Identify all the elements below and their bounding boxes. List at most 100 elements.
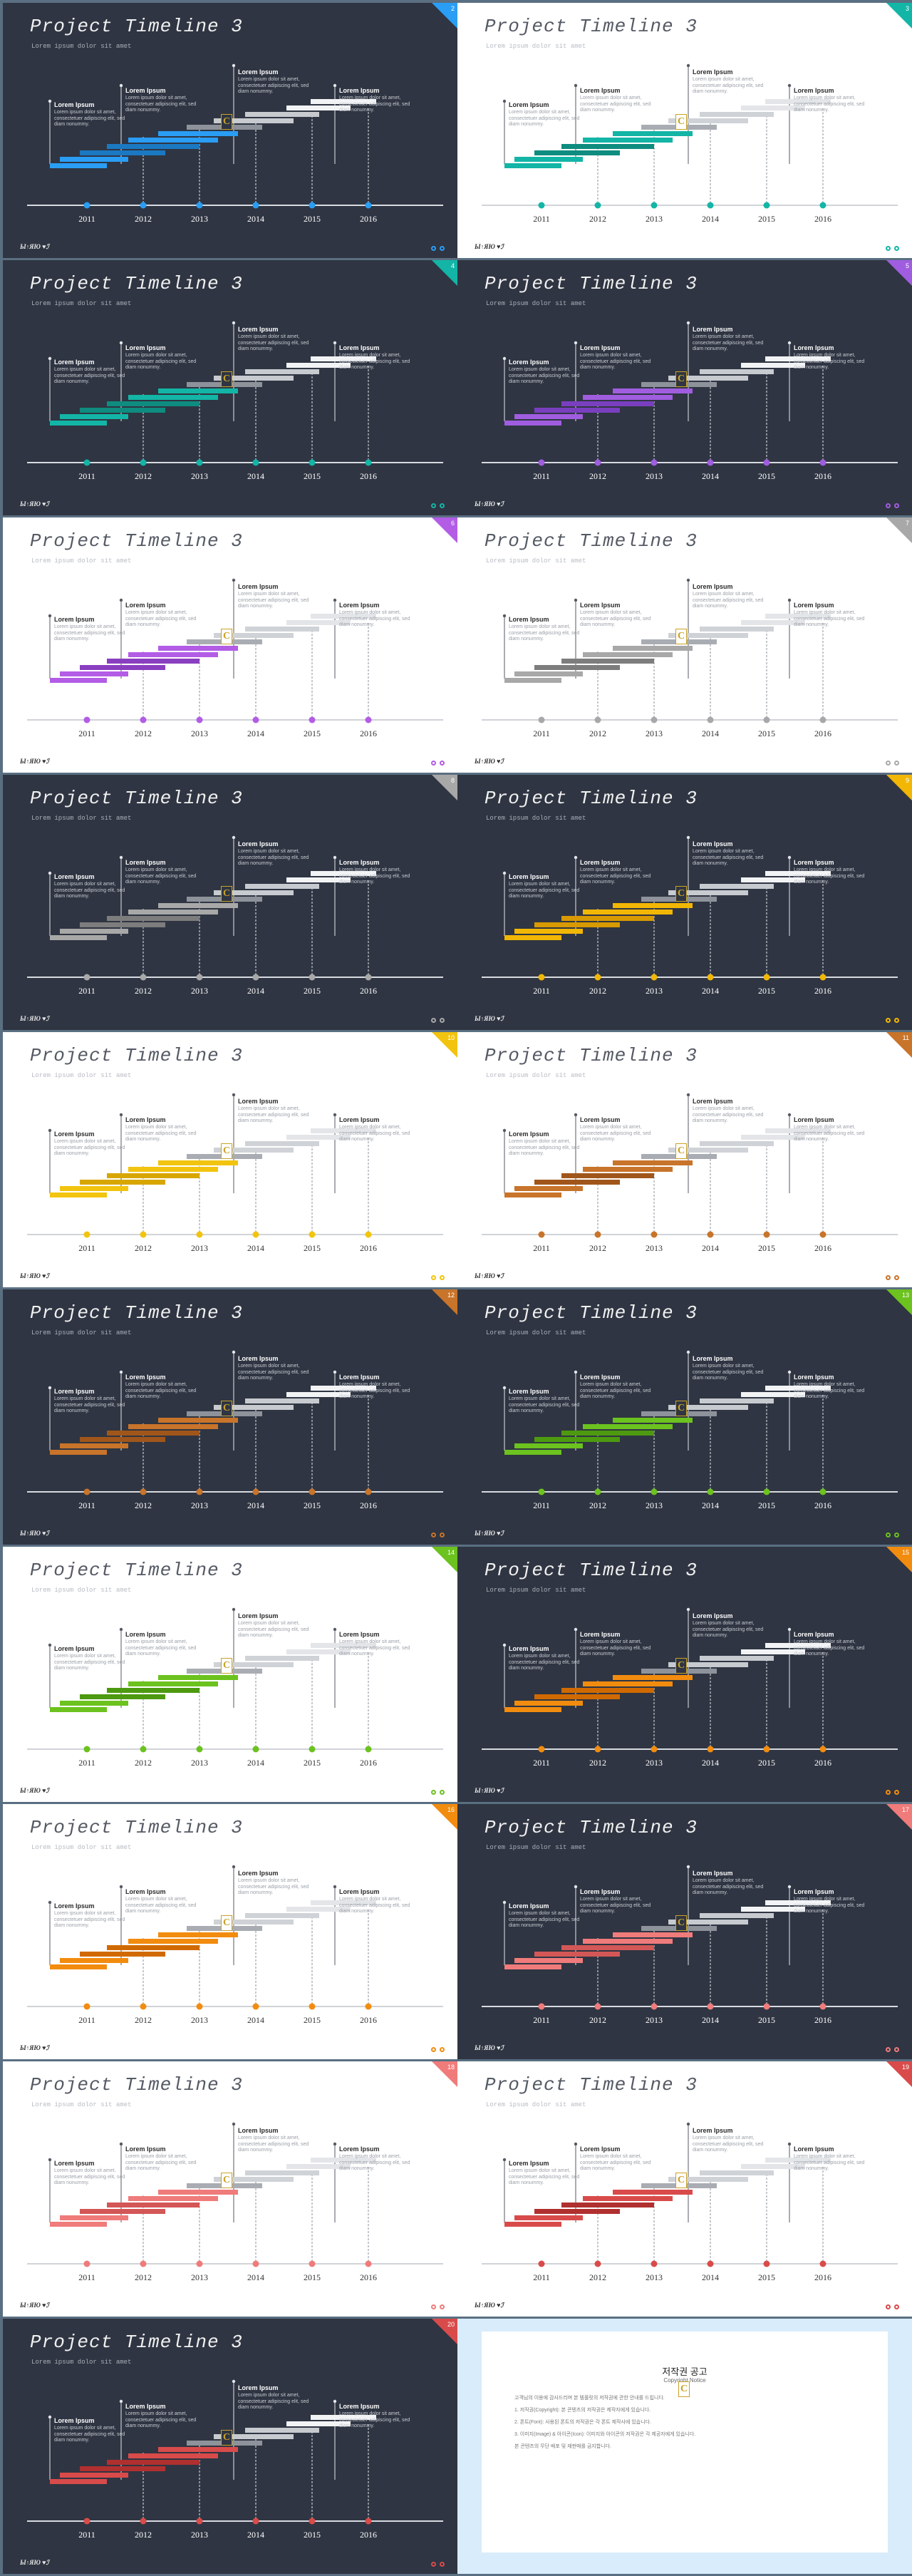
nav-dot[interactable] [431, 1275, 436, 1280]
year-marker [819, 1488, 826, 1495]
year-marker [252, 716, 259, 723]
slide-thumbnail-12[interactable]: Project Timeline 3 Lorem ipsum dolor sit… [3, 1289, 457, 1545]
slide-thumbnail-14[interactable]: Project Timeline 3 Lorem ipsum dolor sit… [3, 1547, 457, 1802]
nav-dot[interactable] [894, 2304, 899, 2309]
year-marker [83, 716, 90, 723]
slide-subtitle: Lorem ipsum dolor sit amet [31, 300, 132, 307]
gantt-bar [514, 157, 583, 162]
year-marker [196, 974, 203, 981]
footer-nav-dots [886, 246, 899, 251]
logo-badge: C [221, 1915, 232, 1931]
nav-dot[interactable] [431, 2047, 436, 2052]
callout-text: Lorem ipsum dolor sit amet, consectetuer… [794, 1382, 865, 1399]
nav-dot[interactable] [894, 503, 899, 508]
slide-thumbnail-4[interactable]: Project Timeline 3 Lorem ipsum dolor sit… [3, 260, 457, 515]
year-label: 2011 [533, 471, 550, 481]
slide-thumbnail-6[interactable]: Project Timeline 3 Lorem ipsum dolor sit… [3, 517, 457, 773]
nav-dot[interactable] [886, 246, 891, 251]
nav-dot[interactable] [431, 1790, 436, 1795]
nav-dot[interactable] [894, 761, 899, 766]
nav-dot[interactable] [431, 1018, 436, 1023]
nav-dot[interactable] [431, 2562, 436, 2567]
nav-dot[interactable] [886, 2304, 891, 2309]
gantt-bar [613, 1418, 693, 1423]
callout-box: Lorem Ipsum Lorem ipsum dolor sit amet, c… [54, 359, 125, 386]
nav-dot[interactable] [886, 1532, 891, 1537]
slide-number-corner [886, 2061, 912, 2087]
callout-text: Lorem ipsum dolor sit amet, consectetuer… [580, 1125, 651, 1142]
timeline-chart [27, 321, 443, 466]
gantt-bar [60, 414, 128, 419]
callout-pin [232, 321, 236, 325]
callout-heading: Lorem Ipsum [580, 1116, 621, 1123]
slide-thumbnail-2[interactable]: Project Timeline 3 Lorem ipsum dolor sit… [3, 3, 457, 258]
gantt-bar [60, 929, 128, 934]
nav-dot[interactable] [894, 1790, 899, 1795]
nav-dot[interactable] [440, 2562, 445, 2567]
gantt-bar [561, 659, 654, 664]
nav-dot[interactable] [886, 2047, 891, 2052]
nav-dot[interactable] [886, 1018, 891, 1023]
year-label: 2014 [702, 1758, 719, 1768]
nav-dot[interactable] [440, 2047, 445, 2052]
callout-heading: Lorem Ipsum [580, 1374, 621, 1381]
slide-thumbnail-20[interactable]: Project Timeline 3 Lorem ipsum dolor sit… [3, 2319, 457, 2574]
nav-dot[interactable] [431, 1532, 436, 1537]
nav-dot[interactable] [894, 2047, 899, 2052]
slide-thumbnail-11[interactable]: Project Timeline 3 Lorem ipsum dolor sit… [457, 1032, 912, 1287]
callout-text: Lorem ipsum dolor sit amet, consectetuer… [693, 334, 764, 351]
slide-thumbnail-10[interactable]: Project Timeline 3 Lorem ipsum dolor sit… [3, 1032, 457, 1287]
copyright-notice-slide[interactable]: 저작권 공고 Copyright Notice C 고객님의 이용에 감사드리며 본 … [457, 2319, 912, 2574]
year-marker [763, 459, 770, 466]
nav-dot[interactable] [440, 2304, 445, 2309]
year-marker [651, 202, 658, 209]
nav-dot[interactable] [431, 761, 436, 766]
slide-thumbnail-13[interactable]: Project Timeline 3 Lorem ipsum dolor sit… [457, 1289, 912, 1545]
gantt-bar [534, 1180, 620, 1185]
callout-pin [333, 1885, 337, 1889]
nav-dot[interactable] [431, 246, 436, 251]
nav-dot[interactable] [440, 761, 445, 766]
nav-dot[interactable] [431, 2304, 436, 2309]
callout-pin [574, 1113, 578, 1117]
nav-dot[interactable] [894, 246, 899, 251]
gantt-bar [214, 1920, 294, 1925]
slide-thumbnail-19[interactable]: Project Timeline 3 Lorem ipsum dolor sit… [457, 2061, 912, 2317]
nav-dot[interactable] [886, 503, 891, 508]
nav-dot[interactable] [886, 1790, 891, 1795]
nav-dot[interactable] [894, 1532, 899, 1537]
gantt-bar [613, 646, 693, 651]
callout-pin [574, 2142, 578, 2146]
nav-dot[interactable] [440, 1275, 445, 1280]
nav-dot[interactable] [440, 246, 445, 251]
slide-thumbnail-8[interactable]: Project Timeline 3 Lorem ipsum dolor sit… [3, 775, 457, 1030]
year-label: 2014 [247, 728, 264, 738]
footer-nav-dots [886, 1275, 899, 1280]
year-marker [538, 1488, 545, 1495]
callout-text: Lorem ipsum dolor sit amet, consectetuer… [509, 624, 580, 642]
nav-dot[interactable] [886, 761, 891, 766]
nav-dot[interactable] [886, 1275, 891, 1280]
nav-dot[interactable] [894, 1275, 899, 1280]
nav-dot[interactable] [440, 1790, 445, 1795]
slide-title: Project Timeline 3 [484, 1045, 698, 1066]
year-label: 2012 [135, 986, 152, 996]
slide-thumbnail-7[interactable]: Project Timeline 3 Lorem ipsum dolor sit… [457, 517, 912, 773]
nav-dot[interactable] [440, 503, 445, 508]
nav-dot[interactable] [440, 1532, 445, 1537]
slide-thumbnail-17[interactable]: Project Timeline 3 Lorem ipsum dolor sit… [457, 1804, 912, 2059]
slide-thumbnail-15[interactable]: Project Timeline 3 Lorem ipsum dolor sit… [457, 1547, 912, 1802]
gantt-bar [214, 1148, 294, 1153]
year-marker [819, 2003, 826, 2010]
slide-thumbnail-5[interactable]: Project Timeline 3 Lorem ipsum dolor sit… [457, 260, 912, 515]
nav-dot[interactable] [440, 1018, 445, 1023]
nav-dot[interactable] [894, 1018, 899, 1023]
year-label: 2015 [758, 1500, 775, 1510]
slide-thumbnail-9[interactable]: Project Timeline 3 Lorem ipsum dolor sit… [457, 775, 912, 1030]
nav-dot[interactable] [431, 503, 436, 508]
slide-thumbnail-3[interactable]: Project Timeline 3 Lorem ipsum dolor sit… [457, 3, 912, 258]
gantt-bar [765, 99, 831, 104]
slide-thumbnail-16[interactable]: Project Timeline 3 Lorem ipsum dolor sit… [3, 1804, 457, 2059]
slide-thumbnail-18[interactable]: Project Timeline 3 Lorem ipsum dolor sit… [3, 2061, 457, 2317]
timeline-chart [27, 1607, 443, 1753]
